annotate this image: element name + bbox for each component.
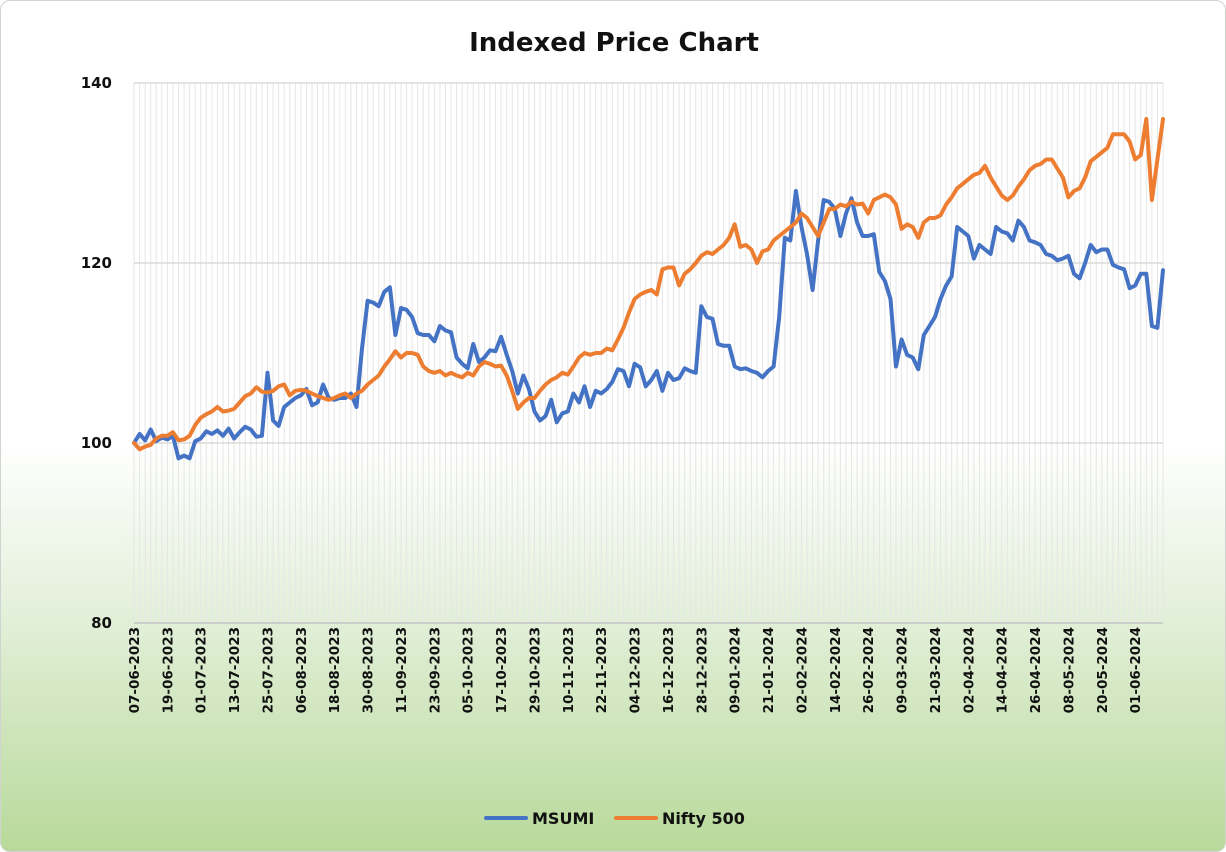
x-tick-label: 17-10-2023 <box>494 627 510 713</box>
x-tick-label: 21-03-2024 <box>928 627 944 713</box>
x-tick-label: 11-09-2023 <box>394 627 410 713</box>
x-tick-label: 16-12-2023 <box>661 627 677 713</box>
y-tick-label: 100 <box>81 434 112 452</box>
legend-label: Nifty 500 <box>662 809 745 828</box>
x-tick-label: 28-12-2023 <box>694 627 710 713</box>
x-tick-label: 02-04-2024 <box>961 627 977 713</box>
x-tick-label: 08-05-2024 <box>1061 627 1077 713</box>
x-tick-label: 18-08-2023 <box>327 627 343 713</box>
x-tick-label: 09-01-2024 <box>728 627 744 713</box>
series-line-msumi <box>132 189 1165 461</box>
x-tick-label: 29-10-2023 <box>527 627 543 713</box>
x-tick-label: 06-08-2023 <box>294 627 310 713</box>
x-tick-label: 14-04-2024 <box>995 627 1011 713</box>
x-tick-label: 04-12-2023 <box>628 627 644 713</box>
series-lines <box>132 117 1165 461</box>
x-tick-label: 09-03-2024 <box>895 627 911 713</box>
x-tick-label: 02-02-2024 <box>794 627 810 713</box>
y-tick-label: 140 <box>81 74 112 92</box>
x-tick-label: 01-07-2023 <box>194 627 210 713</box>
x-tick-label: 21-01-2024 <box>761 627 777 713</box>
x-tick-label: 23-09-2023 <box>427 627 443 713</box>
x-tick-label: 01-06-2024 <box>1128 627 1144 713</box>
x-tick-label: 05-10-2023 <box>461 627 477 713</box>
y-axis-ticks: 80 100 120 140 <box>81 74 112 632</box>
x-tick-label: 30-08-2023 <box>361 627 377 713</box>
x-tick-label: 22-11-2023 <box>594 627 610 713</box>
series-line-nifty-500 <box>132 117 1165 452</box>
x-tick-label: 26-04-2024 <box>1028 627 1044 713</box>
x-axis-ticks: 07-06-2023 19-06-2023 01-07-2023 13-07-2023… <box>127 627 1144 713</box>
x-tick-label: 10-11-2023 <box>561 627 577 713</box>
y-tick-label: 80 <box>91 614 112 632</box>
x-tick-label: 07-06-2023 <box>127 627 143 713</box>
x-tick-label: 20-05-2024 <box>1095 627 1111 713</box>
y-tick-label: 120 <box>81 254 112 272</box>
chart-title: Indexed Price Chart <box>469 28 759 58</box>
x-tick-label: 19-06-2023 <box>160 627 176 713</box>
x-tick-label: 25-07-2023 <box>260 627 276 713</box>
legend: MSUMI Nifty 500 <box>484 809 745 828</box>
x-tick-label: 13-07-2023 <box>227 627 243 713</box>
x-tick-label: 14-02-2024 <box>828 627 844 713</box>
grid <box>133 82 1164 624</box>
x-tick-label: 26-02-2024 <box>861 627 877 713</box>
legend-label: MSUMI <box>532 809 594 828</box>
